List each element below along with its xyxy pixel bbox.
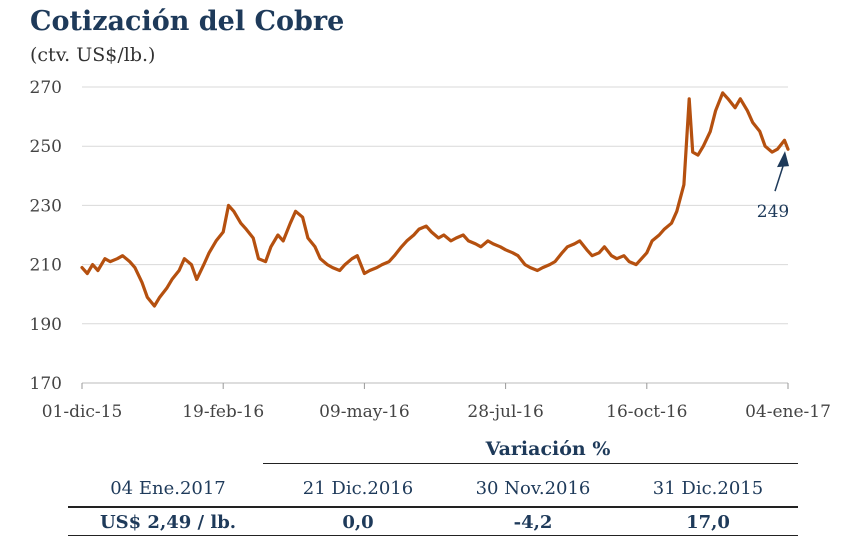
copper-price-chart: 270 250 230 210 190 170 01-dic-15 19-feb-16 09-… — [30, 78, 831, 422]
y-tick-label: 170 — [30, 374, 62, 394]
x-tick-label: 19-feb-16 — [182, 402, 264, 422]
header-divider — [263, 463, 798, 464]
variation-header: Variación % — [485, 438, 611, 460]
x-tick-label: 28-jul-16 — [467, 402, 543, 422]
x-tick-label: 09-may-16 — [319, 402, 410, 422]
annotations: 249 — [757, 151, 789, 222]
date-21-dic: 21 Dic.2016 — [302, 478, 414, 499]
gridlines — [82, 86, 788, 384]
chart-title: Cotización del Cobre — [30, 6, 345, 37]
annotation-arrow-head — [777, 151, 789, 168]
x-tick-label: 16-oct-16 — [606, 402, 687, 422]
y-tick-label: 230 — [30, 196, 62, 216]
x-axis-ticks: 01-dic-15 19-feb-16 09-may-16 28-jul-16 16-o… — [42, 383, 831, 422]
variation-31-dic-2015: 17,0 — [686, 512, 730, 533]
date-31-dic-2015: 31 Dic.2015 — [652, 478, 764, 499]
date-30-nov: 30 Nov.2016 — [475, 478, 591, 499]
date-current: 04 Ene.2017 — [110, 478, 226, 499]
y-tick-label: 190 — [30, 315, 62, 335]
y-tick-label: 210 — [30, 256, 62, 276]
current-price: US$ 2,49 / lb. — [99, 512, 237, 533]
x-tick-label: 01-dic-15 — [42, 402, 123, 422]
copper-price-line — [80, 91, 790, 308]
row-divider — [68, 506, 798, 508]
price-series — [80, 91, 790, 308]
variation-30-nov: -4,2 — [513, 512, 553, 533]
variation-21-dic: 0,0 — [342, 512, 374, 533]
annotation-arrow-shaft — [774, 162, 785, 192]
chart-unit-label: (ctv. US$/lb.) — [30, 44, 156, 66]
annotation-label: 249 — [757, 202, 789, 222]
bottom-divider — [68, 535, 798, 536]
y-tick-label: 270 — [30, 78, 62, 98]
y-tick-label: 250 — [30, 137, 62, 157]
y-axis-ticks: 270 250 230 210 190 170 — [30, 78, 62, 394]
x-tick-label: 04-ene-17 — [745, 402, 831, 422]
